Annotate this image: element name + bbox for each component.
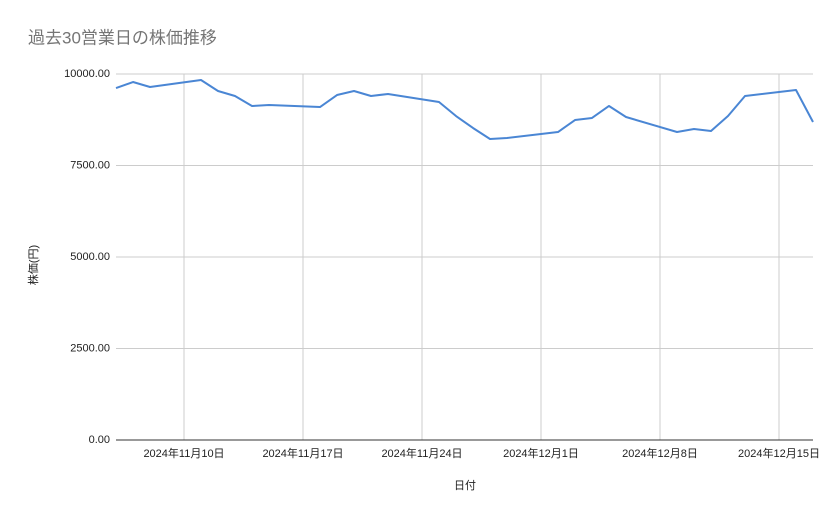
- x-tick-label: 2024年11月24日: [381, 446, 462, 460]
- x-tick-label: 2024年12月8日: [622, 446, 698, 460]
- y-tick-label: 2500.00: [70, 342, 110, 354]
- x-tick-label: 2024年12月1日: [503, 446, 579, 460]
- data-line: [115, 79, 814, 140]
- y-tick-label: 10000.00: [64, 68, 110, 80]
- x-tick-label: 2024年11月17日: [262, 446, 343, 460]
- x-tick-label: 2024年11月10日: [143, 446, 224, 460]
- y-axis-label: 株価(円): [26, 245, 40, 285]
- y-tick-label: 5000.00: [70, 251, 110, 263]
- y-tick-label: 0.00: [89, 434, 110, 446]
- x-axis-label: 日付: [454, 479, 476, 492]
- chart-title: 過去30営業日の株価推移: [28, 28, 217, 47]
- y-tick-label: 7500.00: [70, 159, 110, 171]
- x-tick-label: 2024年12月15日: [738, 446, 820, 460]
